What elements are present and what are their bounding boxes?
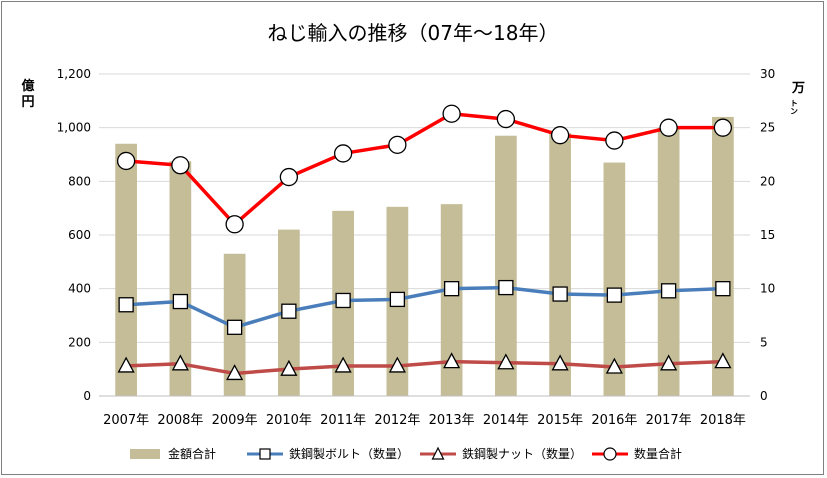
left-tick-label: 1,000 — [57, 121, 91, 135]
circle-marker — [442, 104, 461, 123]
grid-lines — [99, 73, 750, 397]
x-tick-label: 2008年 — [157, 413, 203, 428]
left-tick-label: 1,200 — [57, 67, 91, 81]
bar — [712, 116, 734, 396]
square-marker — [118, 297, 134, 313]
square-marker — [335, 292, 351, 309]
square-marker — [226, 319, 243, 335]
x-tick-label: 2010年 — [266, 413, 312, 428]
circle-marker — [496, 109, 516, 129]
legend-label: 鉄鋼製ボルト（数量） — [289, 446, 409, 461]
square-marker — [389, 291, 406, 308]
x-tick-label: 2017年 — [646, 413, 692, 428]
square-marker — [281, 303, 297, 319]
chart-title: ねじ輸入の推移（07年～18年） — [268, 21, 559, 45]
legend: 金額合計 鉄鋼製ボルト（数量） 鉄鋼製ナット（数量） 数量合計 — [130, 446, 682, 461]
square-marker — [660, 283, 677, 299]
right-axis-unit-sub: トン — [790, 99, 799, 115]
legend-item: 数量合計 — [592, 446, 682, 461]
circle-marker — [605, 131, 624, 150]
right-tick-label: 30 — [760, 67, 775, 81]
legend-label: 金額合計 — [168, 446, 216, 461]
left-axis-unit-2: 円 — [21, 95, 34, 110]
x-tick-label: 2016年 — [591, 413, 637, 428]
circle-marker — [279, 167, 299, 187]
legend-item: 金額合計 — [130, 446, 216, 461]
right-tick-label: 10 — [760, 282, 775, 296]
circle-marker — [713, 118, 733, 137]
bar — [169, 161, 192, 396]
left-tick-label: 200 — [68, 335, 91, 349]
triangle-marker — [605, 357, 623, 374]
left-tick-label: 400 — [68, 282, 91, 296]
legend-label: 鉄鋼製ナット（数量） — [462, 446, 582, 461]
series-line — [125, 111, 723, 227]
circle-marker — [388, 135, 407, 154]
triangle-marker — [388, 356, 406, 373]
triangle-marker — [117, 356, 135, 373]
x-tick-label: 2009年 — [212, 413, 258, 428]
x-tick-label: 2018年 — [700, 413, 746, 428]
x-tick-label: 2015年 — [537, 413, 583, 428]
triangle-marker — [280, 359, 298, 376]
legend-item: 鉄鋼製ナット（数量） — [420, 446, 582, 461]
right-axis-unit-main: 万 — [791, 81, 805, 96]
square-marker — [606, 287, 623, 303]
x-tick-label: 2012年 — [374, 413, 420, 428]
bar — [603, 162, 626, 396]
right-tick-label: 15 — [760, 228, 775, 242]
legend-item: 鉄鋼製ボルト（数量） — [247, 446, 409, 461]
line-series — [116, 104, 733, 381]
bar-series — [115, 116, 734, 397]
square-marker — [172, 293, 189, 310]
left-tick-label: 0 — [83, 389, 91, 403]
right-tick-label: 5 — [760, 335, 768, 349]
triangle-marker — [660, 354, 678, 371]
square-marker — [498, 279, 514, 296]
bar — [495, 135, 517, 396]
legend-label: 数量合計 — [634, 446, 682, 461]
triangle-marker — [714, 352, 732, 369]
triangle-marker — [551, 354, 569, 371]
square-marker — [552, 286, 568, 302]
triangle-marker — [334, 356, 352, 373]
circle-marker — [333, 144, 353, 163]
circle-marker — [225, 215, 244, 234]
axes: 0 200 400 600 800 1,000 1,200 0 5 10 15 20 25 30 2007年… — [57, 67, 776, 428]
right-tick-label: 0 — [760, 389, 768, 403]
bar — [440, 204, 463, 396]
square-marker — [715, 281, 731, 297]
circle-marker — [171, 156, 190, 175]
circle-marker — [659, 118, 678, 137]
x-tick-label: 2013年 — [429, 413, 475, 428]
bar — [549, 133, 571, 397]
circle-marker — [550, 126, 570, 145]
x-tick-label: 2011年 — [320, 413, 366, 428]
legend-marker — [603, 447, 617, 461]
bar — [657, 127, 680, 397]
series-line — [126, 359, 723, 376]
left-tick-label: 600 — [68, 228, 91, 242]
triangle-marker — [497, 353, 515, 370]
legend-marker — [431, 446, 445, 460]
triangle-marker — [443, 352, 461, 369]
right-tick-label: 20 — [760, 174, 775, 188]
left-axis-unit-1: 億 — [21, 78, 34, 94]
legend-swatch — [130, 449, 160, 459]
x-tick-label: 2014年 — [483, 413, 529, 428]
circle-marker — [116, 151, 136, 171]
series-line — [126, 285, 723, 330]
triangle-marker — [226, 364, 244, 381]
x-tick-label: 2007年 — [103, 413, 149, 428]
square-marker — [443, 281, 460, 297]
right-tick-label: 25 — [760, 121, 775, 135]
left-tick-label: 800 — [68, 174, 91, 188]
bar — [115, 143, 137, 396]
legend-marker — [259, 448, 271, 460]
triangle-marker — [171, 354, 189, 371]
